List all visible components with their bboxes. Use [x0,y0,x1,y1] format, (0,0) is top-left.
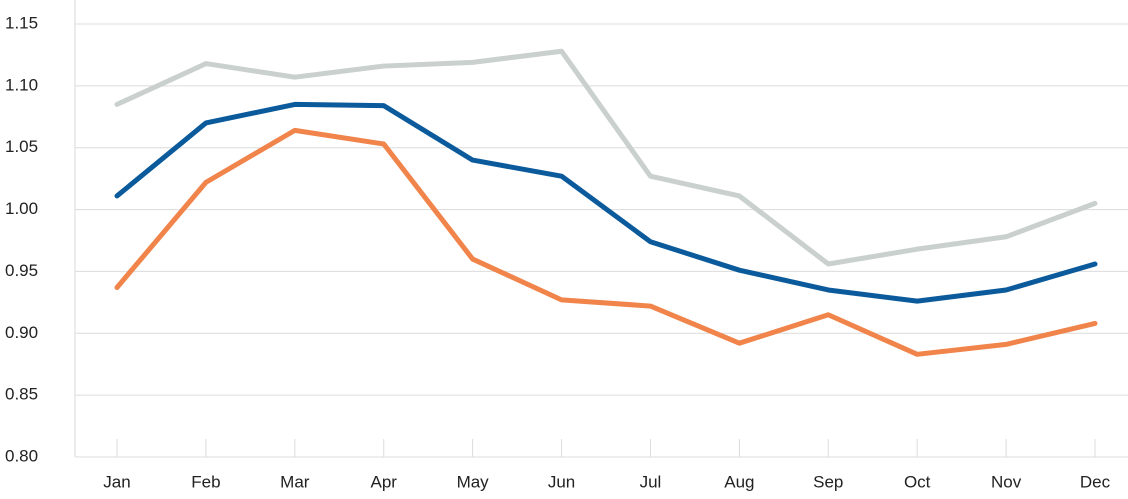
series-line [114,101,1098,304]
y-tick-label: 1.00 [5,199,38,218]
x-tick-label: Oct [904,472,931,491]
x-tick-label: Dec [1080,472,1111,491]
x-tick-label: Sep [813,472,843,491]
x-tick-label: Jul [640,472,662,491]
x-tick-label: Aug [724,472,754,491]
x-tick-label: Apr [370,472,397,491]
y-tick-label: 0.85 [5,385,38,404]
y-tick-label: 0.80 [5,446,38,465]
x-tick-label: Feb [191,472,220,491]
y-tick-label: 1.15 [5,13,38,32]
x-tick-label: Jun [548,472,575,491]
y-tick-label: 1.05 [5,137,38,156]
series-line [114,48,1098,267]
y-tick-label: 0.95 [5,261,38,280]
x-tick-label: Nov [991,472,1022,491]
y-tick-label: 1.10 [5,75,38,94]
series-line [114,127,1098,357]
x-tick-label: May [457,472,490,491]
x-tick-label: Jan [103,472,130,491]
x-tick-label: Mar [280,472,310,491]
y-tick-label: 0.90 [5,323,38,342]
